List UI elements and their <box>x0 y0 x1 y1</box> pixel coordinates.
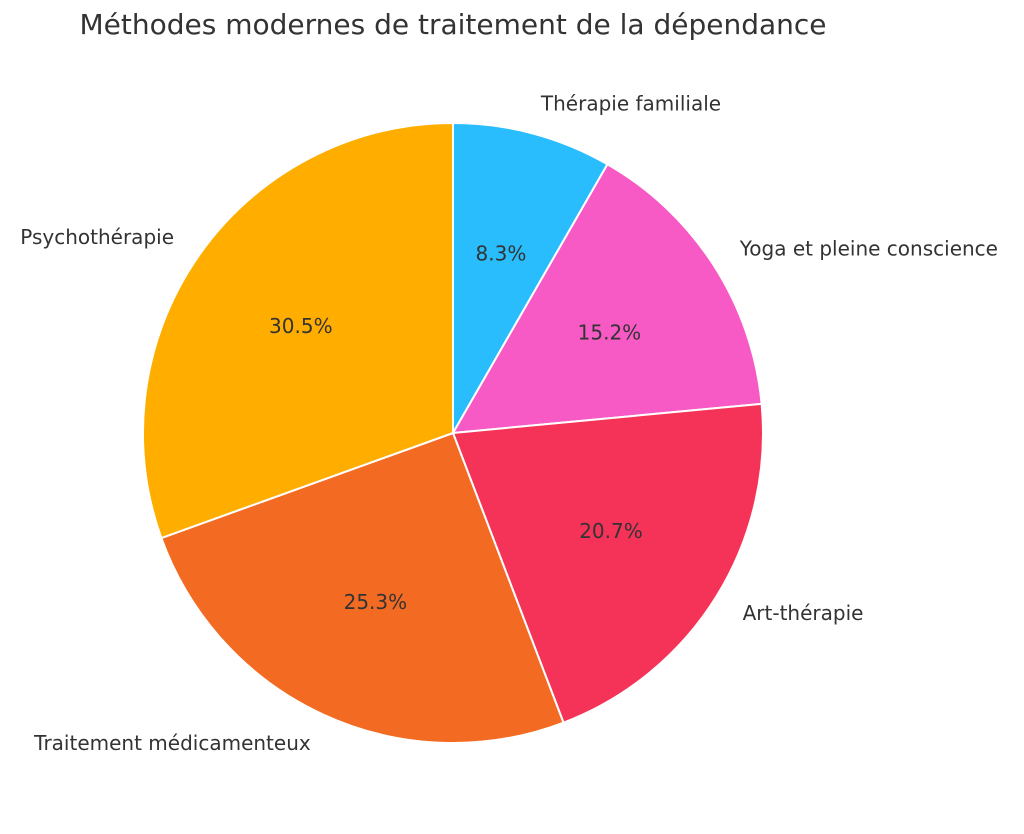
pie-category-label-4: Psychothérapie <box>20 225 174 249</box>
pie-slice-4 <box>142 122 454 540</box>
pie-slice-2 <box>452 402 764 724</box>
pie-category-label-0: Thérapie familiale <box>540 92 721 116</box>
pie-percent-label-1: 15.2% <box>578 320 642 344</box>
pie-slice-0 <box>452 122 609 434</box>
pie-category-label-1: Yoga et pleine conscience <box>739 236 998 260</box>
pie-percent-label-2: 20.7% <box>579 519 643 543</box>
chart-title: Méthodes modernes de traitement de la dé… <box>79 8 827 41</box>
pie-labels: 8.3% Thérapie familiale 15.2% Yoga et plein… <box>20 92 998 755</box>
pie-percent-label-3: 25.3% <box>344 590 408 614</box>
pie-wedges <box>142 122 764 744</box>
pie-slice-3 <box>160 432 565 744</box>
pie-category-label-3: Traitement médicamenteux <box>33 731 311 755</box>
pie-category-label-2: Art-thérapie <box>743 601 864 625</box>
pie-slice-1 <box>452 163 763 434</box>
pie-percent-label-4: 30.5% <box>269 314 333 338</box>
pie-percent-label-0: 8.3% <box>476 241 527 265</box>
